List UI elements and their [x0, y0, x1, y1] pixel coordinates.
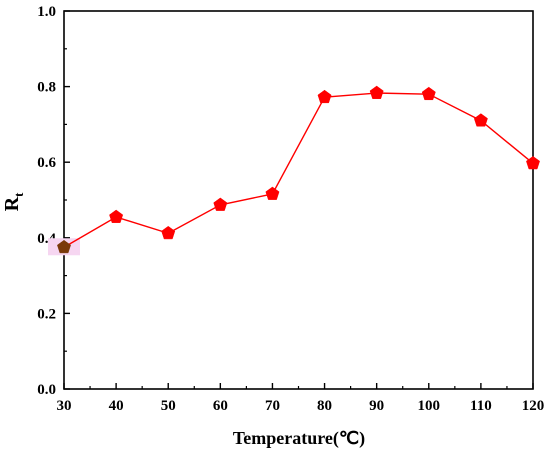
x-tick-label: 50	[161, 398, 176, 414]
data-point-marker	[265, 186, 280, 200]
y-axis-ticks: 0.00.20.40.60.81.0	[37, 4, 70, 398]
y-tick-label: 0.8	[37, 80, 56, 96]
series-line	[63, 92, 534, 248]
x-tick-label: 80	[317, 398, 332, 414]
x-axis-ticks: 30 40 50 60 70 80 90 100 110 120	[57, 383, 545, 414]
x-tick-label: 40	[109, 398, 124, 414]
data-point-marker	[317, 89, 332, 104]
x-tick-label: 30	[57, 398, 72, 414]
y-axis-title: Rt	[1, 192, 26, 211]
data-point-marker	[109, 209, 124, 223]
y-tick-label: 1.0	[37, 4, 56, 20]
y-axis-title-sub: t	[11, 192, 26, 197]
series-layer	[48, 85, 540, 256]
x-axis-title: Temperature(℃)	[233, 428, 365, 449]
x-tick-label: 120	[522, 398, 545, 414]
x-tick-label: 70	[265, 398, 280, 414]
plot-border	[63, 10, 534, 390]
y-tick-label: 0.6	[37, 155, 56, 171]
y-tick-label: 0.0	[37, 382, 56, 398]
x-tick-label: 90	[369, 398, 384, 414]
data-point-marker	[213, 197, 228, 211]
data-point-marker	[421, 86, 436, 101]
x-tick-label: 110	[470, 398, 492, 414]
data-point-marker	[161, 225, 176, 240]
data-point-marker	[473, 113, 488, 127]
plot-frame	[63, 10, 534, 390]
x-tick-label: 60	[213, 398, 228, 414]
y-axis-title-main: R	[1, 196, 23, 211]
y-tick-label: 0.2	[37, 306, 56, 322]
data-point-marker	[369, 85, 384, 99]
x-tick-label: 100	[418, 398, 441, 414]
data-point-marker	[526, 156, 540, 170]
data-point-marker	[57, 239, 71, 254]
